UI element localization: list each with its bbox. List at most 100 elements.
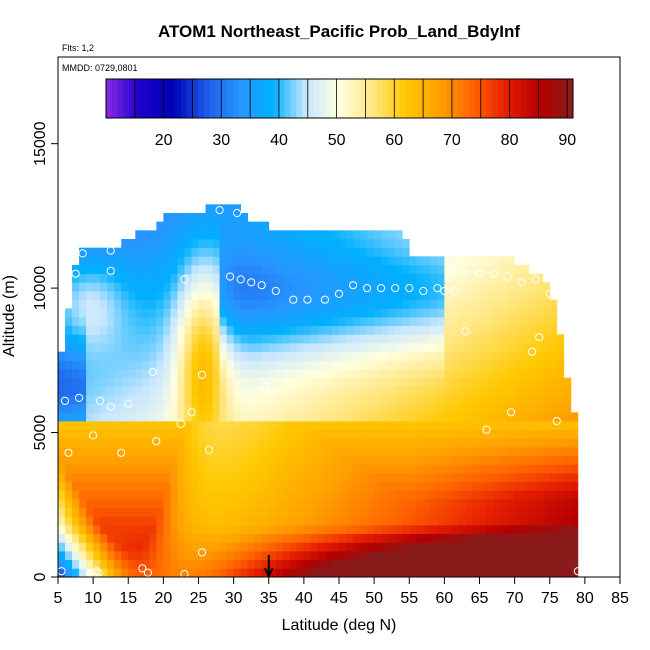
heat-cell [331, 395, 340, 405]
heat-cell [346, 429, 354, 439]
heat-cell [360, 239, 368, 249]
heat-cell [79, 343, 87, 353]
heat-cell [170, 533, 178, 543]
heat-cell [388, 464, 396, 474]
heat-cell [156, 256, 164, 266]
heat-cell [542, 490, 551, 500]
heat-cell [177, 213, 185, 223]
heat-cell [514, 351, 523, 361]
heat-cell [570, 559, 579, 569]
heat-cell [549, 447, 558, 457]
heat-cell [86, 421, 94, 431]
heat-cell [65, 447, 73, 457]
heat-cell [247, 429, 256, 439]
heat-cell [486, 317, 494, 327]
sample-point [517, 278, 526, 287]
heat-cell [430, 308, 438, 318]
heat-cell [388, 230, 396, 240]
heat-cell [402, 377, 410, 387]
heat-cell [205, 386, 213, 396]
heat-cell [353, 247, 361, 257]
heat-cell [289, 455, 298, 465]
heat-cell [430, 568, 438, 578]
heat-cell [184, 360, 192, 370]
heat-cell [226, 334, 235, 344]
heat-cell [177, 291, 185, 301]
heat-cell [374, 308, 382, 318]
heat-cell [507, 542, 516, 552]
heat-cell [219, 533, 227, 543]
heat-cell [500, 369, 508, 379]
heat-cell [205, 247, 213, 257]
heat-cell [100, 473, 108, 483]
heat-cell [121, 421, 129, 431]
sample-point [64, 448, 73, 457]
heat-cell [479, 421, 487, 431]
heat-cell [339, 559, 347, 569]
heat-cell [556, 395, 565, 405]
heat-cell [563, 464, 572, 474]
heat-cell [535, 421, 544, 431]
heat-cell [247, 308, 256, 318]
heat-cell [346, 412, 354, 422]
heat-cell [317, 377, 326, 387]
heat-cell [514, 516, 523, 526]
heat-cell [184, 499, 192, 509]
heat-cell [409, 551, 417, 561]
heat-cell [289, 247, 298, 257]
heat-cell [556, 403, 565, 413]
heat-cell [303, 455, 312, 465]
heat-cell [198, 317, 206, 327]
heat-cell [331, 490, 340, 500]
heat-cell [226, 247, 235, 257]
heat-cell [212, 230, 220, 240]
heat-cell [170, 568, 178, 578]
heat-cell [233, 542, 242, 552]
heat-cell [479, 351, 487, 361]
x-tick-label: 10 [84, 590, 102, 607]
heat-cell [254, 507, 263, 517]
heat-cell [549, 516, 558, 526]
heat-cell [79, 412, 87, 422]
heat-cell [493, 369, 501, 379]
heat-cell [514, 447, 523, 457]
heat-cell [163, 369, 171, 379]
sample-point [447, 269, 456, 278]
heat-cell [240, 291, 249, 301]
heat-cell [247, 351, 256, 361]
heat-cell [556, 507, 565, 517]
heat-cell [479, 542, 487, 552]
heat-cell [65, 490, 73, 500]
heat-cell [163, 499, 171, 509]
heat-cell [93, 403, 101, 413]
heat-cell [535, 351, 544, 361]
heat-cell [198, 386, 206, 396]
heat-cell [353, 499, 361, 509]
heat-cell [346, 481, 354, 491]
heat-cell [107, 369, 115, 379]
heat-cell [451, 551, 459, 561]
heat-cell [79, 369, 87, 379]
heat-cell [444, 525, 452, 535]
heat-cell [374, 559, 382, 569]
heat-cell [507, 351, 516, 361]
heat-cell [205, 291, 213, 301]
heat-cell [198, 421, 206, 431]
heat-cell [247, 265, 256, 275]
heat-cell [549, 551, 558, 561]
heat-cell [135, 230, 143, 240]
heat-cell [388, 542, 396, 552]
heat-cell [486, 429, 494, 439]
heat-cell [121, 395, 129, 405]
heat-cell [268, 412, 277, 422]
heat-cell [149, 421, 157, 431]
heat-cell [444, 464, 452, 474]
heat-cell [303, 351, 312, 361]
heat-cell [423, 403, 431, 413]
heat-cell [289, 265, 298, 275]
colorbar-swatch [451, 79, 459, 118]
heat-cell [472, 369, 480, 379]
heat-cell [156, 291, 164, 301]
heat-cell [409, 273, 417, 283]
heat-cell [451, 403, 459, 413]
